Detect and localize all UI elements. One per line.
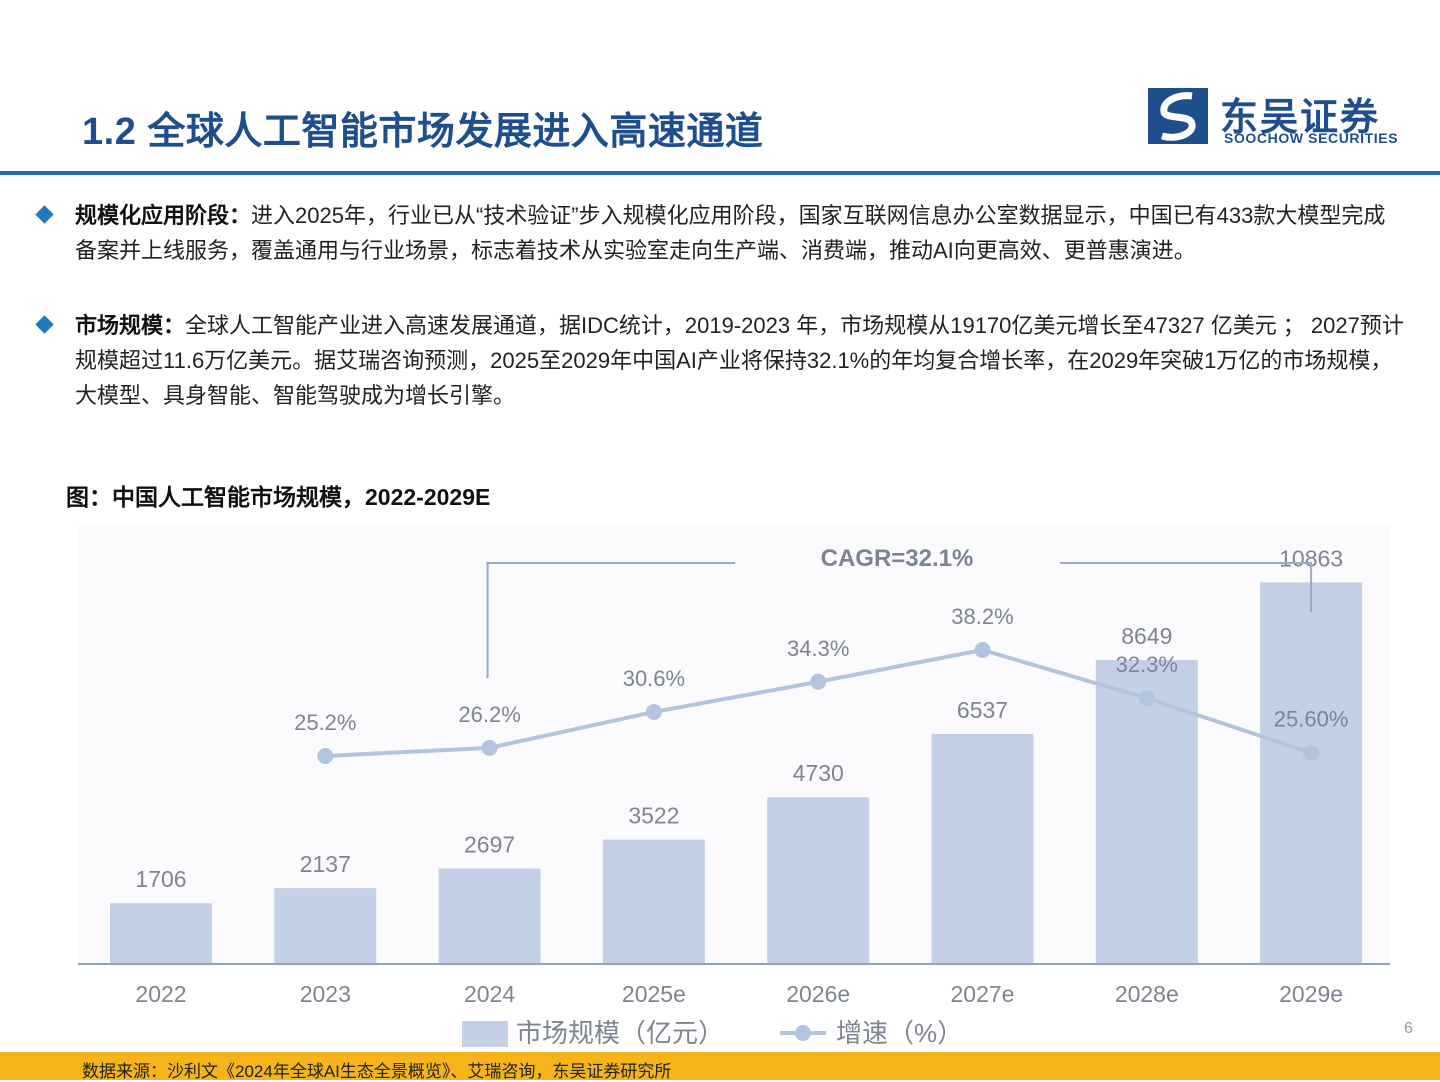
cagr-annotation: CAGR=32.1% (821, 545, 974, 572)
growth-value-label: 34.3% (787, 636, 849, 661)
growth-point (1138, 690, 1155, 707)
page-title: 1.2 全球人工智能市场发展进入高速通道 (82, 111, 764, 153)
growth-point (317, 748, 334, 764)
bar-market-size (1260, 582, 1363, 963)
figure-title: 图：中国人工智能市场规模，2022-2029E (66, 484, 491, 510)
logo-chinese-name: 东吴证券 (1220, 97, 1381, 139)
growth-point (974, 642, 991, 658)
cagr-bracket-right (1060, 562, 1313, 612)
bar-market-size (438, 868, 541, 963)
bullet-text: 全球人工智能产业进入高速发展通道，据IDC统计，2019-2023 年，市场规模… (75, 313, 1404, 408)
page-number: 6 (1404, 1020, 1413, 1037)
bar-market-size (110, 903, 212, 963)
bar-value-label: 8649 (1121, 623, 1172, 649)
legend-swatch-dot (795, 1025, 811, 1041)
bullet-heading: 市场规模： (75, 313, 186, 338)
growth-point (1303, 744, 1320, 761)
bullet-text: 进入2025年，行业已从“技术验证”步入规模化应用阶段，国家互联网信息办公室数据… (75, 203, 1386, 263)
bar-value-label: 2697 (464, 831, 515, 857)
legend-label-bars: 市场规模（亿元） (516, 1018, 724, 1048)
growth-value-label: 38.2% (951, 604, 1013, 629)
growth-value-label: 32.3% (1116, 652, 1178, 677)
bar-market-size (274, 888, 377, 963)
bar-value-label: 1706 (135, 866, 186, 892)
bar-market-size (602, 839, 705, 963)
header-divider (0, 171, 1440, 175)
x-tick-label: 2029e (1279, 981, 1343, 1007)
x-tick-label: 2023 (300, 981, 351, 1007)
soochow-logo-icon (1148, 88, 1208, 144)
growth-point (810, 673, 827, 690)
growth-value-label: 25.2% (294, 710, 356, 735)
x-tick-label: 2027e (951, 981, 1015, 1007)
legend-label-line: 增速（%） (836, 1018, 963, 1048)
logo-english-name: SOOCHOW SECURITIES (1224, 130, 1399, 146)
bar-value-label: 4730 (793, 760, 844, 786)
growth-point (481, 739, 498, 756)
growth-value-label: 26.2% (458, 702, 520, 727)
growth-point (645, 703, 662, 720)
bullet-heading: 规模化应用阶段： (75, 203, 252, 228)
cagr-bracket-left (486, 562, 735, 678)
footer-bar: 数据来源：沙利文《2024年全球AI生态全景概览》、艾瑞咨询，东吴证券研究所 (0, 1052, 1440, 1081)
x-tick-label: 2025e (622, 981, 686, 1007)
growth-value-label: 30.6% (623, 666, 685, 691)
bar-value-label: 6537 (957, 697, 1008, 723)
company-logo: 东吴证券 SOOCHOW SECURITIES (1148, 84, 1398, 148)
growth-value-label: 25.60% (1274, 707, 1349, 732)
x-tick-label: 2022 (135, 981, 186, 1007)
x-tick-label: 2024 (464, 981, 515, 1007)
x-tick-label: 2026e (786, 981, 850, 1007)
bar-value-label: 2137 (300, 851, 351, 877)
x-tick-label: 2028e (1115, 981, 1179, 1007)
legend-swatch-bars (462, 1021, 508, 1047)
bar-market-size (767, 797, 870, 963)
footer-source: 数据来源：沙利文《2024年全球AI生态全景概览》、艾瑞咨询，东吴证券研究所 (82, 1062, 672, 1081)
bar-market-size (931, 733, 1034, 963)
bar-value-label: 3522 (628, 803, 679, 829)
